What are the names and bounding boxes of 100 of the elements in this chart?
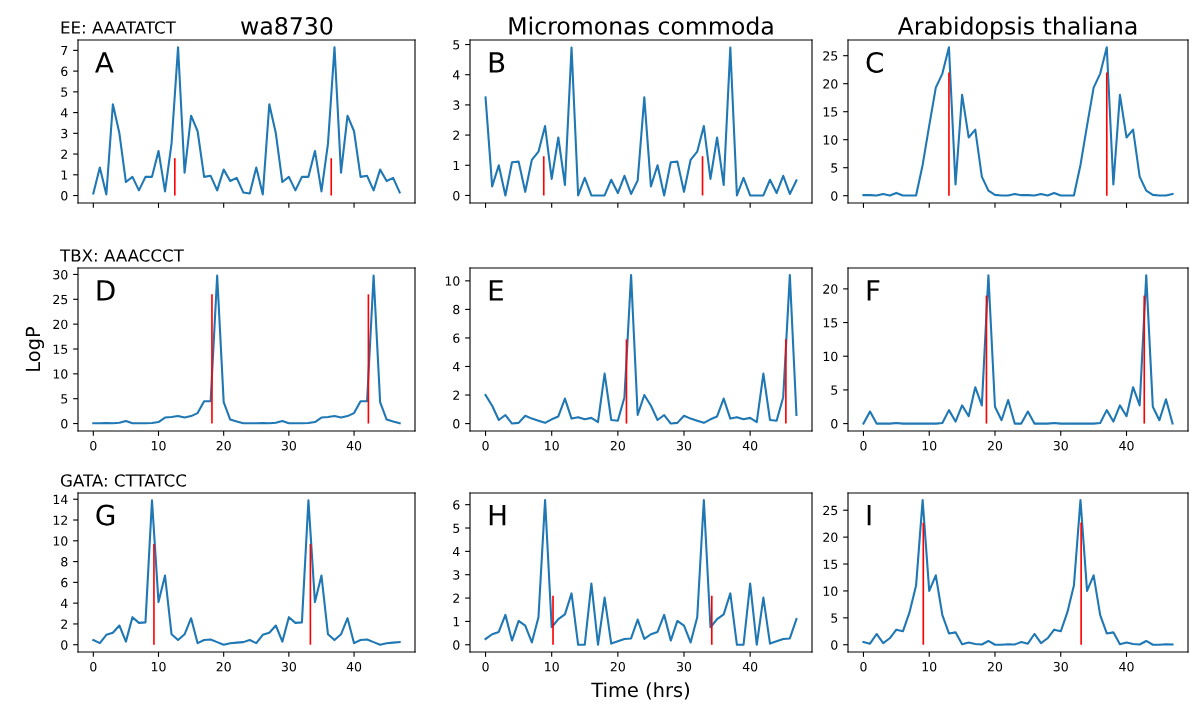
line-series (862, 274, 1174, 425)
y-tick-label: 4 (452, 70, 460, 80)
annotation: F (867, 280, 880, 301)
annotation: I (867, 504, 871, 526)
x-tick-label: 10 (922, 661, 937, 672)
y-tick-label: 5 (453, 40, 460, 50)
y-tick-label: 1 (61, 170, 68, 180)
y-tick-label: 3 (453, 100, 460, 110)
y-tick-label: 25 (823, 505, 838, 516)
annotation: B (489, 52, 505, 73)
y-tick-label: 4 (452, 362, 460, 372)
annotation: E (489, 280, 503, 301)
y-tick-label: 5 (831, 613, 838, 623)
y-tick-label: 3 (453, 570, 460, 580)
y-tick-label: 8 (453, 304, 460, 315)
y-tick-label: 0 (453, 640, 460, 650)
y-tick-label: 4 (452, 547, 460, 557)
chart-title: Arabidopsis thaliana (897, 16, 1137, 40)
x-tick-label: 30 (281, 440, 296, 451)
y-axis-title: LogP (25, 326, 45, 371)
chart-subtitle: EE: AAATATCT (61, 21, 176, 34)
line-series (92, 499, 401, 646)
x-tick-label: 40 (346, 440, 362, 451)
y-tick-label: 20 (823, 532, 838, 543)
x-axis-title: Time (hrs) (591, 682, 690, 700)
y-tick-label: 0 (831, 640, 838, 650)
y-tick-label: 15 (823, 318, 838, 328)
line-series (484, 274, 798, 425)
line-series (92, 46, 401, 196)
x-tick-label: 10 (922, 440, 937, 451)
x-tick-label: 30 (1053, 661, 1068, 672)
y-tick-label: 5 (61, 394, 68, 404)
line-series (484, 498, 798, 646)
chart-title: Micromonas commoda (509, 16, 773, 35)
x-tick-label: 20 (216, 661, 231, 672)
x-tick-label: 20 (216, 440, 231, 451)
y-tick-label: 10 (53, 536, 68, 546)
y-tick-label: 3 (61, 128, 68, 139)
y-tick-label: 5 (831, 385, 838, 395)
line-series (862, 498, 1174, 646)
y-tick-label: 10 (823, 135, 838, 145)
y-tick-label: 2 (453, 390, 460, 400)
y-tick-label: 20 (53, 319, 68, 330)
y-tick-label: 15 (823, 559, 838, 569)
y-tick-label: 10 (823, 586, 838, 596)
x-tick-label: 20 (987, 440, 1003, 451)
x-tick-label: 40 (1119, 661, 1134, 672)
y-tick-label: 5 (831, 163, 838, 173)
x-tick-label: 20 (987, 661, 1003, 672)
x-tick-label: 10 (151, 440, 166, 451)
y-tick-label: 7 (61, 46, 68, 56)
x-tick-label: 0 (90, 440, 97, 451)
line-series (484, 46, 798, 197)
x-tick-label: 0 (860, 440, 867, 451)
x-tick-label: 30 (1053, 440, 1068, 451)
x-tick-label: 40 (1119, 440, 1134, 451)
y-tick-label: 30 (53, 269, 68, 280)
annotation: G (96, 504, 115, 526)
y-tick-label: 0 (453, 190, 460, 201)
y-tick-label: 6 (453, 333, 460, 343)
y-tick-label: 2 (61, 619, 68, 629)
y-tick-label: 10 (445, 276, 460, 286)
y-tick-label: 20 (823, 284, 838, 294)
y-tick-label: 6 (61, 577, 68, 588)
y-tick-label: 4 (60, 108, 68, 118)
y-tick-label: 10 (53, 369, 68, 379)
x-tick-label: 30 (677, 440, 692, 451)
annotation: C (866, 51, 883, 73)
y-tick-label: 0 (831, 191, 838, 201)
y-tick-label: 0 (61, 191, 68, 201)
x-tick-label: 30 (281, 661, 296, 672)
y-tick-label: 2 (453, 130, 460, 140)
y-tick-label: 25 (823, 51, 838, 61)
annotation: A (95, 52, 114, 73)
line-series (862, 46, 1174, 197)
y-tick-label: 0 (61, 640, 68, 650)
annotation: H (489, 504, 506, 526)
y-tick-label: 20 (823, 79, 838, 89)
y-tick-label: 12 (53, 515, 68, 525)
line-series (92, 274, 401, 425)
x-tick-label: 40 (742, 661, 758, 672)
y-tick-label: 8 (61, 557, 68, 567)
y-tick-label: 2 (453, 593, 460, 603)
chart-title: wa8730 (241, 16, 333, 35)
y-tick-label: 2 (61, 149, 68, 159)
y-tick-label: 1 (453, 160, 460, 171)
annotation: D (97, 280, 115, 301)
y-tick-label: 6 (61, 66, 68, 77)
x-tick-label: 10 (151, 661, 166, 672)
x-tick-label: 10 (545, 661, 559, 672)
x-tick-label: 20 (610, 440, 625, 451)
x-tick-label: 30 (677, 661, 692, 672)
x-tick-label: 0 (90, 661, 97, 672)
y-tick-label: 0 (453, 419, 460, 429)
x-tick-label: 0 (482, 661, 489, 672)
y-tick-label: 1 (453, 617, 460, 627)
y-tick-label: 5 (61, 87, 68, 97)
y-tick-label: 0 (831, 419, 838, 429)
x-tick-label: 10 (545, 440, 559, 451)
y-tick-label: 0 (61, 419, 68, 429)
